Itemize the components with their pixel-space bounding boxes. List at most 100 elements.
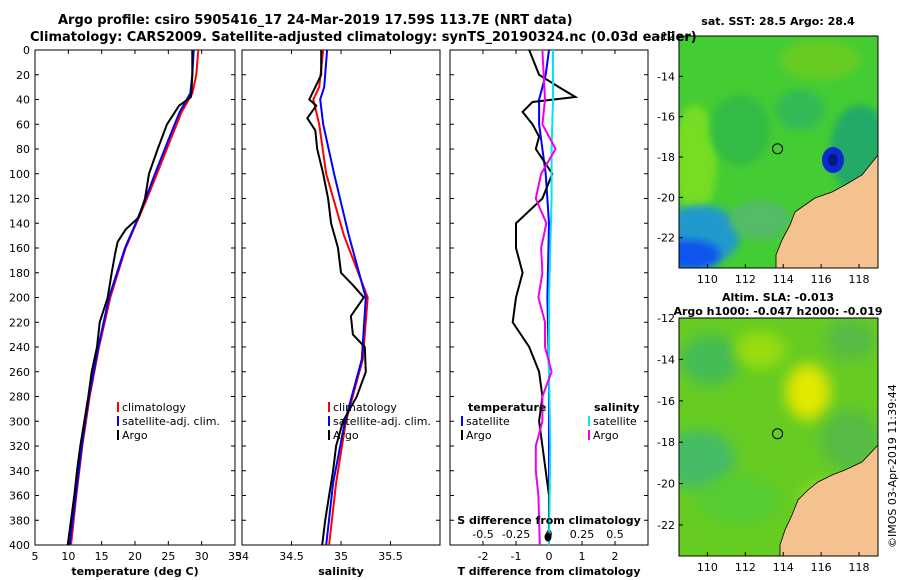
x-tick-label: 25 [161, 550, 175, 563]
map-y-tick-label: -16 [657, 111, 675, 124]
map-x-tick-label: 118 [849, 561, 870, 574]
y-tick-label: 360 [9, 490, 30, 503]
map-x-tick-label: 112 [735, 273, 756, 286]
map-y-tick-label: -18 [657, 151, 675, 164]
x-tick-label: 30 [195, 550, 209, 563]
sst-argo-marker [772, 143, 784, 155]
x-tick-label-salinity: 0.25 [570, 528, 595, 541]
x-tick-label: 34 [235, 550, 249, 563]
x-tick-label: 2 [612, 550, 619, 563]
sla-patch [680, 335, 740, 385]
sla-map-field [679, 318, 878, 556]
sst-map-title: sat. SST: 28.5 Argo: 28.4 [701, 15, 855, 28]
zero-marker [544, 532, 552, 542]
difference-legend-s-title: salinity [594, 401, 640, 414]
salinity-axes [241, 49, 441, 546]
y-tick-label: 160 [9, 242, 30, 255]
difference-xlabel-s: S difference from climatology [457, 514, 641, 527]
x-tick-label: -2 [478, 550, 489, 563]
y-tick-label: 60 [16, 118, 30, 131]
y-tick-label: 40 [16, 94, 30, 107]
sst-land [775, 154, 878, 268]
map-x-tick-label: 114 [773, 273, 794, 286]
difference-xlabel-t: T difference from climatology [457, 565, 640, 578]
x-tick-label: 10 [61, 550, 75, 563]
temperature-legend-argo-label: Argo [122, 429, 148, 442]
sst-patch [780, 40, 860, 80]
sst-patch [710, 95, 770, 165]
x-tick-label: 5 [32, 550, 39, 563]
y-tick-label: 100 [9, 168, 30, 181]
difference-line-3 [534, 49, 557, 546]
figure-title-line1: Argo profile: csiro 5905416_17 24-Mar-20… [58, 13, 573, 28]
x-tick-label: 20 [128, 550, 142, 563]
sla-patch [820, 410, 878, 470]
y-tick-label: 120 [9, 193, 30, 206]
y-tick-label: 20 [16, 69, 30, 82]
difference-line-0 [538, 49, 551, 545]
salinity-legend-satellite-label: satellite-adj. clim. [333, 415, 431, 428]
map-x-tick-label: 110 [697, 273, 718, 286]
difference-legend-t-argo-label: Argo [466, 429, 492, 442]
difference-line-2 [548, 50, 554, 546]
map-x-tick-label: 114 [773, 561, 794, 574]
sst-patch [679, 105, 717, 215]
sla-patch [786, 364, 830, 420]
salinity-line-climatology [312, 49, 369, 546]
sla-patch [700, 475, 780, 525]
y-tick-label: 0 [23, 44, 30, 57]
temperature-line-argo [66, 50, 194, 546]
sla-map-title: Altim. SLA: -0.013 [722, 291, 834, 304]
map-y-tick-label: -16 [657, 395, 675, 408]
sla-map-frame [678, 317, 879, 557]
temperature-xlabel: temperature (deg C) [71, 565, 198, 578]
x-tick-label-salinity: 0.5 [606, 528, 624, 541]
sst-patch [775, 90, 825, 130]
x-tick-label: -1 [511, 550, 522, 563]
figure-title-line2: Climatology: CARS2009. Satellite-adjuste… [30, 30, 697, 45]
difference-legend-t-title: temperature [468, 401, 546, 414]
y-tick-label: 380 [9, 514, 30, 527]
sla-argo-marker [772, 428, 784, 440]
map-y-tick-label: -14 [657, 353, 675, 366]
temperature-line-satellite [68, 49, 195, 546]
y-tick-label: 300 [9, 415, 30, 428]
difference-legend-s-satellite-label: satellite [593, 415, 637, 428]
x-tick-label: 34.5 [279, 550, 304, 563]
map-y-tick-label: -14 [657, 70, 675, 83]
salinity-legend-climatology-label: climatology [333, 401, 397, 414]
y-tick-label: 400 [9, 539, 30, 552]
y-tick-label: 280 [9, 391, 30, 404]
salinity-xlabel: salinity [318, 565, 364, 578]
temperature-legend-climatology-label: climatology [122, 401, 186, 414]
map-y-tick-label: -12 [657, 30, 675, 43]
sst-patch [679, 240, 720, 268]
x-tick-label: 35 [334, 550, 348, 563]
sst-map-frame [678, 35, 879, 269]
x-tick-label: 35.5 [378, 550, 403, 563]
sst-map-field [679, 36, 878, 268]
salinity-legend-argo-label: Argo [333, 429, 359, 442]
difference-legend-t-satellite-label: satellite [466, 415, 510, 428]
y-tick-label: 80 [16, 143, 30, 156]
difference-line-1 [511, 49, 579, 545]
temperature-line-climatology [70, 49, 200, 546]
y-tick-label: 200 [9, 292, 30, 305]
map-y-tick-label: -20 [657, 478, 675, 491]
sst-patch [730, 200, 790, 240]
salinity-line-satellite [319, 49, 367, 546]
sla-land [779, 444, 878, 556]
x-tick-label-salinity: -0.5 [472, 528, 493, 541]
map-x-tick-label: 118 [849, 273, 870, 286]
map-x-tick-label: 112 [735, 561, 756, 574]
map-y-tick-label: -22 [657, 232, 675, 245]
map-y-tick-label: -20 [657, 191, 675, 204]
y-tick-label: 320 [9, 440, 30, 453]
difference-legend-s-argo-label: Argo [593, 429, 619, 442]
y-tick-label: 260 [9, 366, 30, 379]
x-tick-label: 15 [95, 550, 109, 563]
watermark: ©IMOS 03-Apr-2019 11:39:44 [886, 384, 899, 548]
x-tick-label-salinity: -0.25 [502, 528, 530, 541]
y-tick-label: 180 [9, 267, 30, 280]
